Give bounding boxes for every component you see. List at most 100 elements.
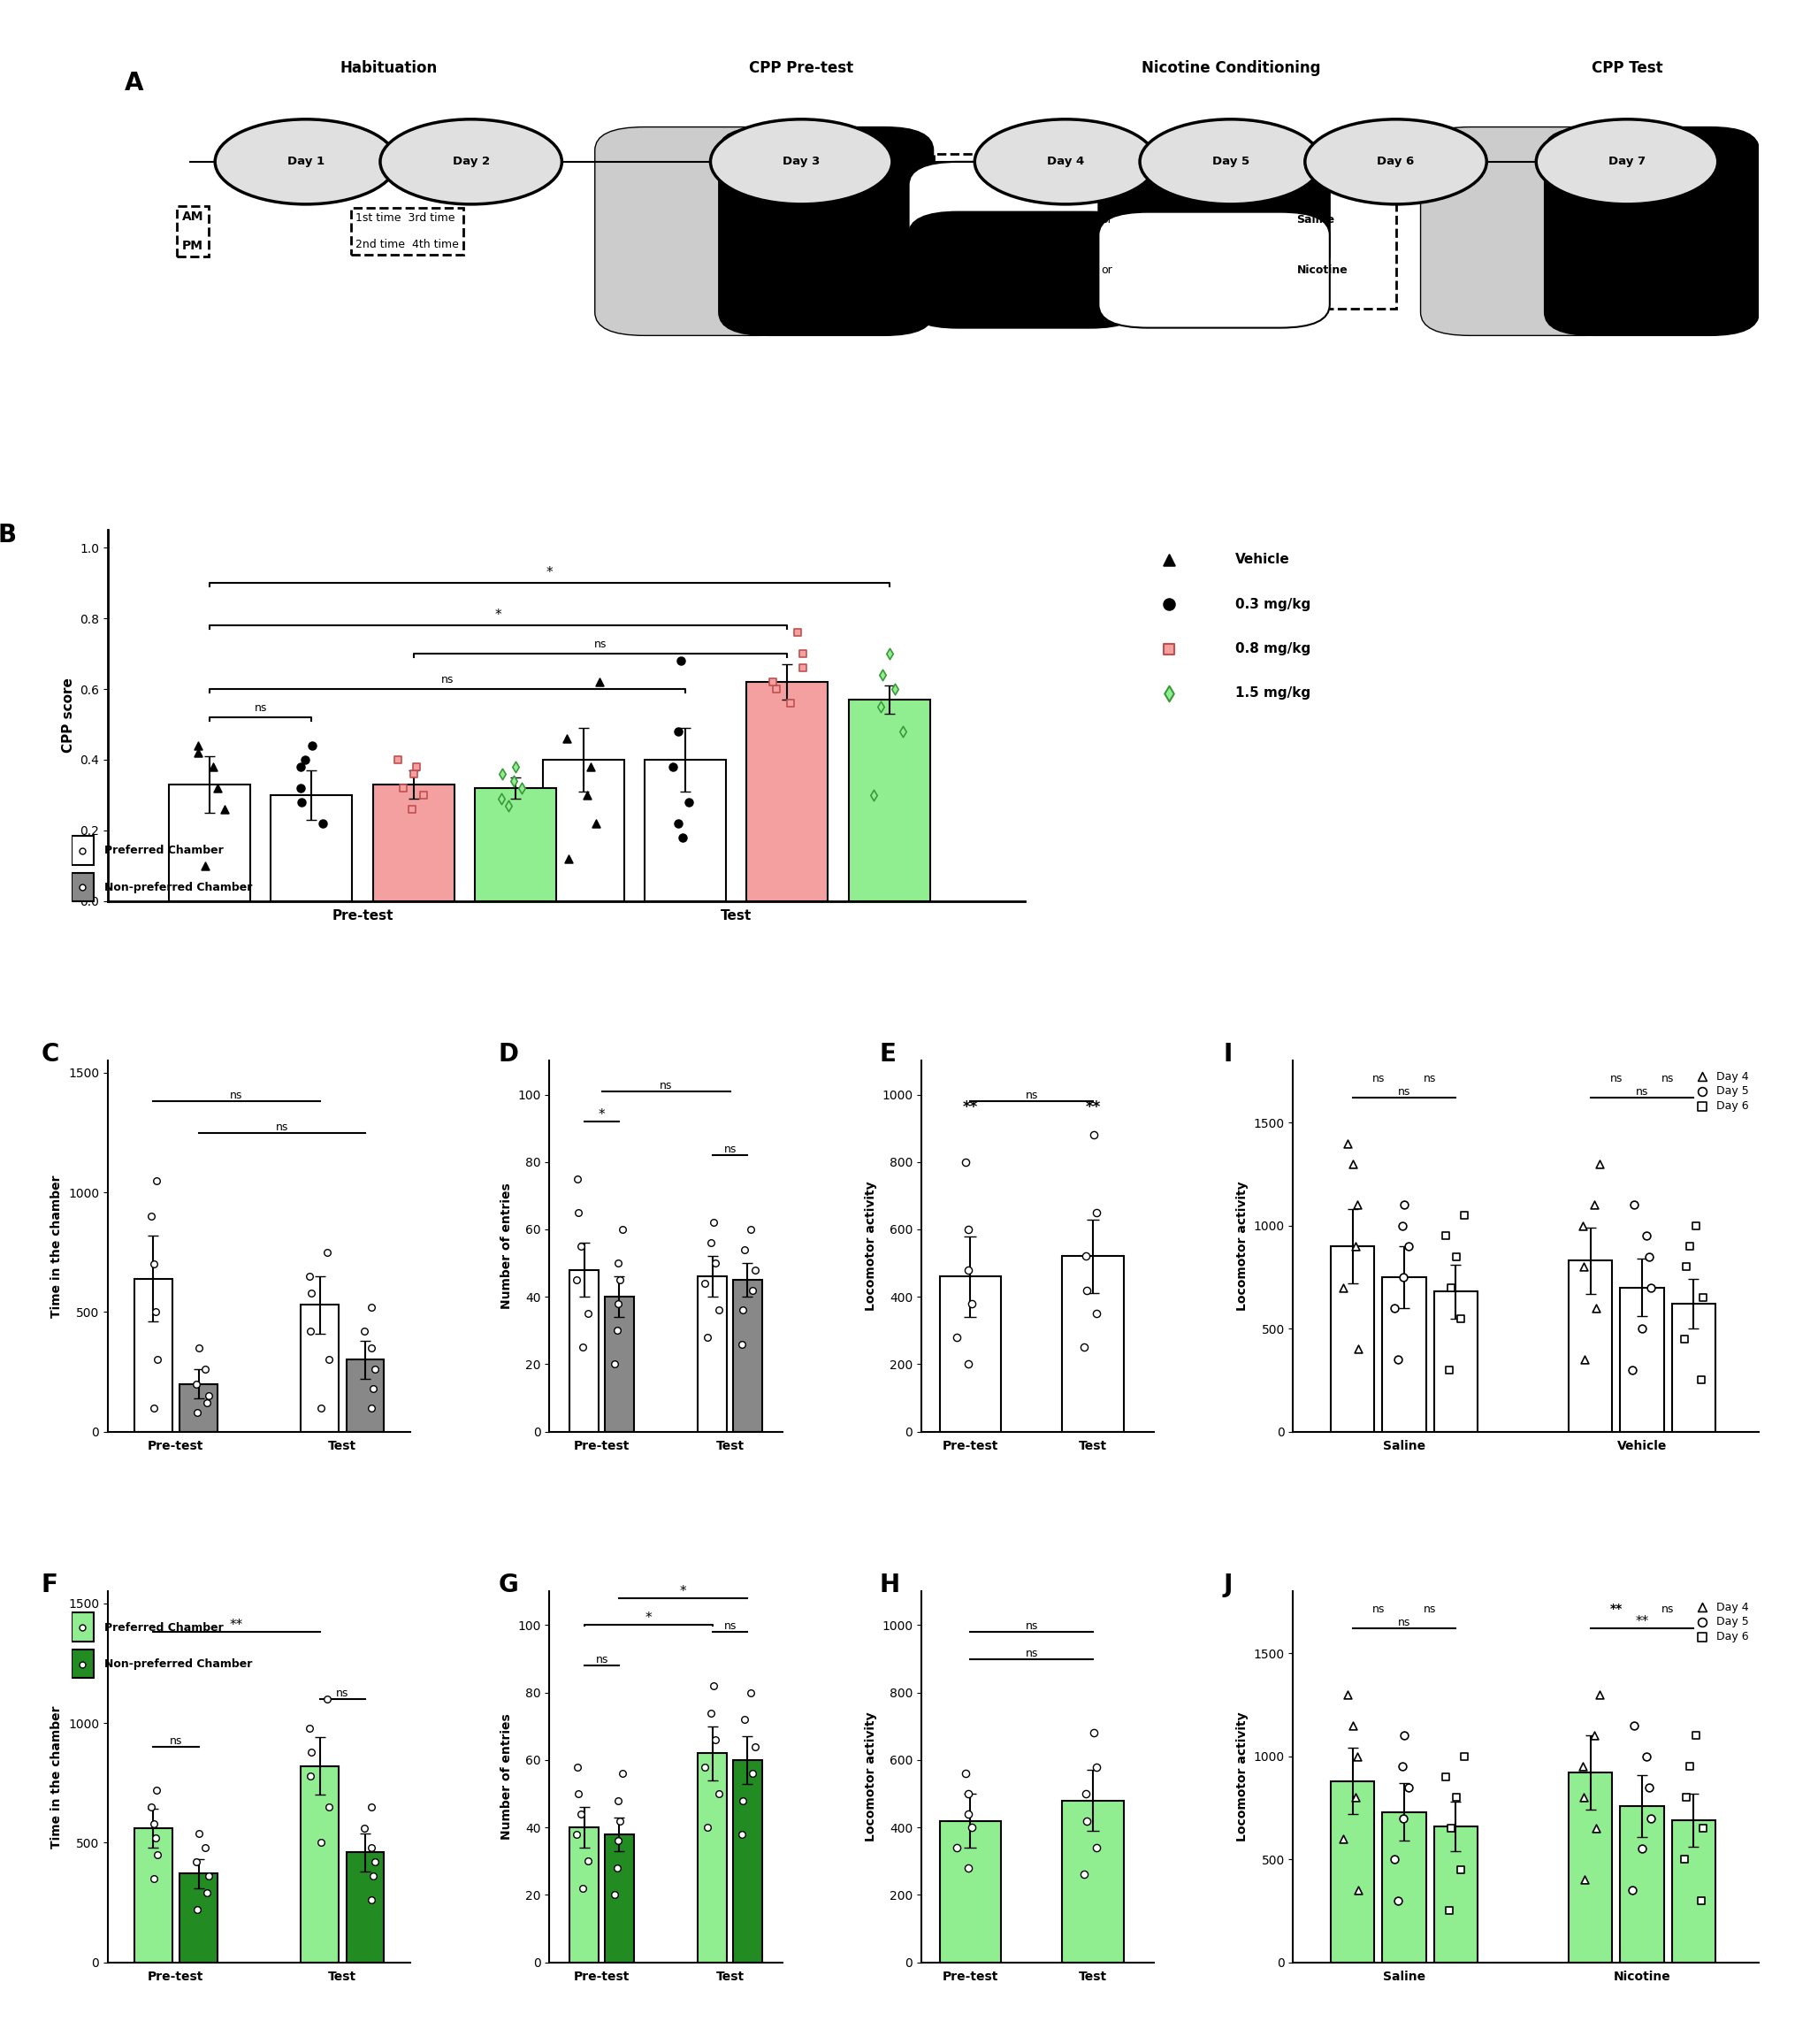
- Point: [1343, 1739, 1371, 1772]
- Point: [736, 1676, 765, 1709]
- Text: ns: ns: [1635, 1087, 1648, 1098]
- Point: [140, 1392, 169, 1425]
- Point: [1569, 1210, 1598, 1243]
- Point: [1669, 1322, 1698, 1355]
- Bar: [346, 1852, 384, 1962]
- Point: [1389, 1261, 1418, 1294]
- Point: [889, 715, 917, 748]
- Point: [574, 1846, 603, 1878]
- Point: [314, 1791, 343, 1823]
- Point: [384, 744, 413, 777]
- Text: F: F: [41, 1574, 57, 1598]
- Text: **: **: [230, 1619, 242, 1633]
- Point: [603, 1825, 632, 1858]
- Bar: [698, 1278, 727, 1431]
- Text: ns: ns: [1025, 1621, 1038, 1631]
- Point: [307, 1392, 336, 1425]
- Point: [698, 1670, 727, 1703]
- Point: [287, 785, 316, 818]
- Bar: [302, 1304, 339, 1431]
- Point: [296, 1735, 325, 1768]
- Point: [1569, 1750, 1598, 1782]
- Point: [142, 1296, 171, 1329]
- Y-axis label: CPP score: CPP score: [61, 679, 75, 752]
- Bar: [271, 795, 352, 901]
- Bar: [135, 1827, 172, 1962]
- Bar: [346, 1359, 384, 1431]
- Text: **: **: [962, 1100, 978, 1114]
- Text: Day 2: Day 2: [452, 155, 490, 168]
- Point: [307, 1825, 336, 1858]
- Point: [609, 1212, 637, 1245]
- Text: ns: ns: [1662, 1073, 1675, 1083]
- Point: [666, 644, 695, 677]
- Point: [136, 1200, 165, 1233]
- Point: [1434, 1353, 1463, 1386]
- Y-axis label: Number of entries: Number of entries: [501, 1713, 513, 1840]
- Point: [400, 758, 429, 791]
- Point: [609, 1758, 637, 1791]
- Point: [1072, 1241, 1100, 1273]
- Point: [1673, 1251, 1702, 1284]
- Point: [1072, 1778, 1100, 1811]
- Point: [1580, 1190, 1608, 1222]
- Text: 0.8 mg/kg: 0.8 mg/kg: [1235, 642, 1310, 656]
- Point: [210, 793, 239, 826]
- Point: [1328, 1271, 1357, 1304]
- Point: [1384, 1885, 1413, 1917]
- Text: *: *: [644, 1613, 652, 1625]
- Text: Saline: Saline: [1296, 215, 1335, 225]
- Point: [1637, 1271, 1666, 1304]
- Point: [693, 1811, 722, 1844]
- Point: [357, 1831, 386, 1864]
- Point: [670, 822, 698, 854]
- Text: E: E: [880, 1042, 896, 1067]
- Text: ns: ns: [442, 675, 454, 685]
- Point: [738, 1273, 766, 1306]
- FancyBboxPatch shape: [619, 139, 917, 323]
- Point: [1682, 1719, 1711, 1752]
- Point: [488, 758, 517, 791]
- Point: [867, 691, 896, 724]
- Point: [1632, 1739, 1660, 1772]
- Point: [704, 1778, 732, 1811]
- Bar: [605, 1833, 634, 1962]
- Point: [1341, 1780, 1370, 1813]
- Point: [953, 1212, 982, 1245]
- Point: [569, 1872, 598, 1905]
- Point: [1628, 1312, 1657, 1345]
- Point: [1571, 1864, 1599, 1897]
- Point: [553, 722, 582, 754]
- Point: [942, 1831, 971, 1864]
- Point: [140, 1862, 169, 1895]
- Point: [1073, 1273, 1102, 1306]
- Point: [1334, 1126, 1362, 1159]
- Point: [603, 1784, 632, 1817]
- Bar: [747, 683, 827, 901]
- Bar: [605, 1296, 634, 1431]
- Text: ns: ns: [1398, 1087, 1411, 1098]
- Point: [1675, 1750, 1703, 1782]
- Point: [1328, 1823, 1357, 1856]
- Point: [390, 771, 418, 803]
- Point: [1669, 1844, 1698, 1876]
- Point: [700, 1247, 729, 1280]
- Point: [287, 771, 316, 803]
- Point: [729, 1784, 757, 1817]
- Point: [1450, 1739, 1479, 1772]
- Point: [1447, 1302, 1475, 1335]
- Point: [603, 1852, 632, 1885]
- Point: [1632, 1220, 1660, 1253]
- Point: [562, 1817, 591, 1850]
- Bar: [373, 785, 454, 901]
- Text: ns: ns: [1423, 1073, 1436, 1083]
- Point: [1621, 1709, 1650, 1741]
- Point: [1673, 1780, 1702, 1813]
- Point: [1073, 1805, 1102, 1838]
- Point: [573, 779, 601, 811]
- Circle shape: [381, 119, 562, 204]
- Y-axis label: Time in the chamber: Time in the chamber: [50, 1705, 63, 1848]
- Point: [1689, 1282, 1718, 1314]
- Point: [955, 1347, 984, 1380]
- Point: [398, 793, 427, 826]
